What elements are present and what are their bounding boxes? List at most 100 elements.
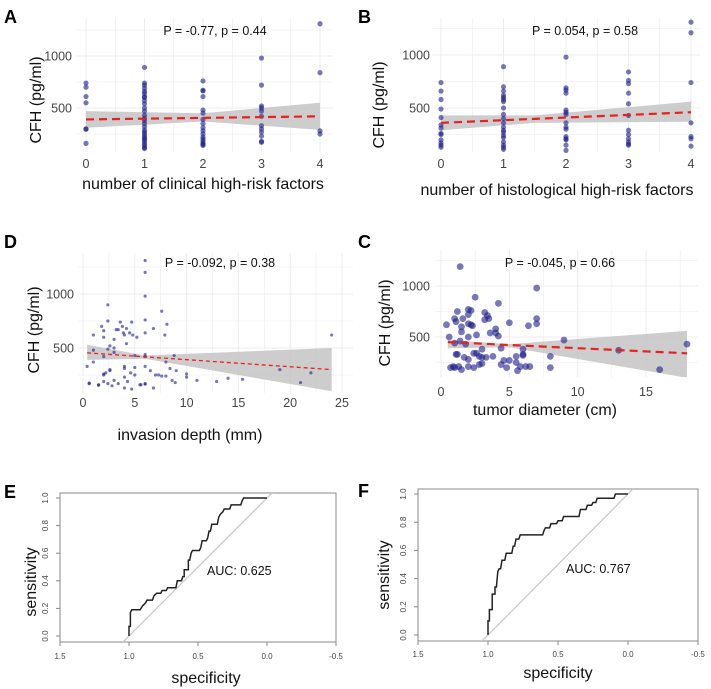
- data-point: [135, 335, 139, 339]
- data-point: [454, 308, 461, 315]
- data-point: [143, 318, 147, 322]
- data-point: [143, 331, 147, 335]
- data-point: [108, 344, 112, 348]
- data-point: [470, 364, 478, 371]
- data-point: [104, 371, 108, 375]
- data-point: [143, 258, 147, 263]
- data-point: [122, 366, 127, 371]
- x-tick-label: 20: [283, 396, 297, 410]
- data-point: [500, 84, 507, 90]
- x-tick-label: -0.5: [329, 652, 343, 661]
- data-point: [226, 376, 230, 380]
- data-point: [141, 108, 148, 114]
- correlation-annotation: P = -0.092, p = 0.38: [165, 256, 275, 270]
- data-point: [108, 369, 112, 373]
- data-point: [116, 328, 120, 332]
- data-point: [83, 126, 89, 132]
- panel-label: C: [358, 232, 371, 252]
- data-point: [112, 346, 116, 350]
- data-point: [533, 320, 541, 328]
- data-point: [486, 329, 494, 337]
- data-point: [130, 387, 134, 391]
- data-point: [83, 140, 89, 146]
- x-tick-label: 10: [571, 385, 585, 399]
- data-point: [258, 55, 265, 61]
- data-point: [625, 90, 632, 96]
- data-point: [118, 320, 122, 324]
- data-point: [458, 366, 465, 374]
- data-point: [438, 106, 444, 112]
- data-point: [489, 352, 497, 360]
- x-tick-label: 5: [131, 396, 138, 410]
- data-point: [83, 93, 89, 100]
- data-point: [519, 345, 527, 353]
- reference-diagonal: [481, 489, 634, 641]
- data-point: [173, 380, 177, 385]
- x-tick-label: 2: [200, 157, 207, 171]
- auc-annotation: AUC: 0.767: [566, 562, 631, 576]
- data-point: [106, 303, 110, 307]
- y-tick-label: 1000: [402, 49, 430, 63]
- x-tick-label: 1.5: [412, 650, 424, 659]
- x-axis-label: number of histological high-risk factors: [420, 182, 693, 199]
- data-point: [122, 375, 127, 379]
- x-tick-label: 0.0: [622, 650, 634, 659]
- y-tick-label: 0.8: [399, 516, 408, 528]
- correlation-annotation: P = 0.054, p = 0.58: [532, 24, 638, 38]
- data-point: [124, 342, 129, 346]
- x-tick-label: 1.5: [54, 652, 66, 661]
- y-axis-label: sensitivity: [376, 540, 393, 609]
- y-tick-label: 0.4: [399, 572, 408, 584]
- data-point: [443, 321, 450, 329]
- data-point: [168, 366, 172, 371]
- y-axis-label: CFH (pg/ml): [26, 286, 43, 373]
- data-point: [185, 375, 189, 379]
- y-tick-label: 1000: [44, 50, 72, 64]
- auc-annotation: AUC: 0.625: [207, 564, 272, 578]
- data-point: [546, 364, 554, 371]
- y-axis-label: sensitivity: [23, 547, 40, 616]
- data-point: [133, 365, 137, 370]
- y-tick-label: 1000: [402, 280, 430, 294]
- data-point: [200, 142, 206, 149]
- data-point: [500, 111, 507, 117]
- data-point: [141, 145, 148, 152]
- data-point: [91, 348, 95, 352]
- y-tick-label: 1.0: [41, 492, 50, 504]
- data-point: [215, 379, 219, 384]
- data-point: [124, 326, 129, 331]
- panel-a: 0 1 2 3 4 500 1000 A P = -0.77, p = 0.44 CFH (…: [4, 7, 333, 193]
- data-point: [102, 335, 106, 339]
- y-tick-label: 1.0: [399, 488, 408, 500]
- data-point: [500, 120, 507, 126]
- data-point: [464, 363, 472, 370]
- data-point: [160, 309, 164, 313]
- data-point: [563, 54, 569, 60]
- data-point: [533, 284, 541, 292]
- data-point: [258, 139, 265, 145]
- data-point: [157, 373, 161, 377]
- data-point: [438, 125, 444, 131]
- data-point: [200, 93, 206, 100]
- y-tick-label: 0.8: [41, 519, 50, 531]
- data-point: [165, 322, 169, 326]
- data-point: [471, 293, 479, 301]
- y-tick-label: 0.2: [41, 602, 50, 614]
- regression-line: [447, 341, 688, 355]
- data-point: [525, 322, 532, 330]
- data-point: [458, 328, 465, 336]
- regression-line: [85, 115, 321, 121]
- data-point: [122, 333, 127, 337]
- y-tick-label: 0.4: [41, 575, 50, 587]
- y-tick-label: 500: [53, 342, 74, 356]
- data-point: [464, 356, 472, 363]
- data-point: [139, 383, 143, 387]
- data-point: [467, 307, 475, 314]
- data-point: [116, 382, 120, 386]
- data-point: [495, 299, 502, 307]
- data-point: [130, 320, 134, 324]
- data-point: [143, 270, 147, 274]
- data-point: [500, 99, 507, 105]
- data-point: [563, 111, 569, 117]
